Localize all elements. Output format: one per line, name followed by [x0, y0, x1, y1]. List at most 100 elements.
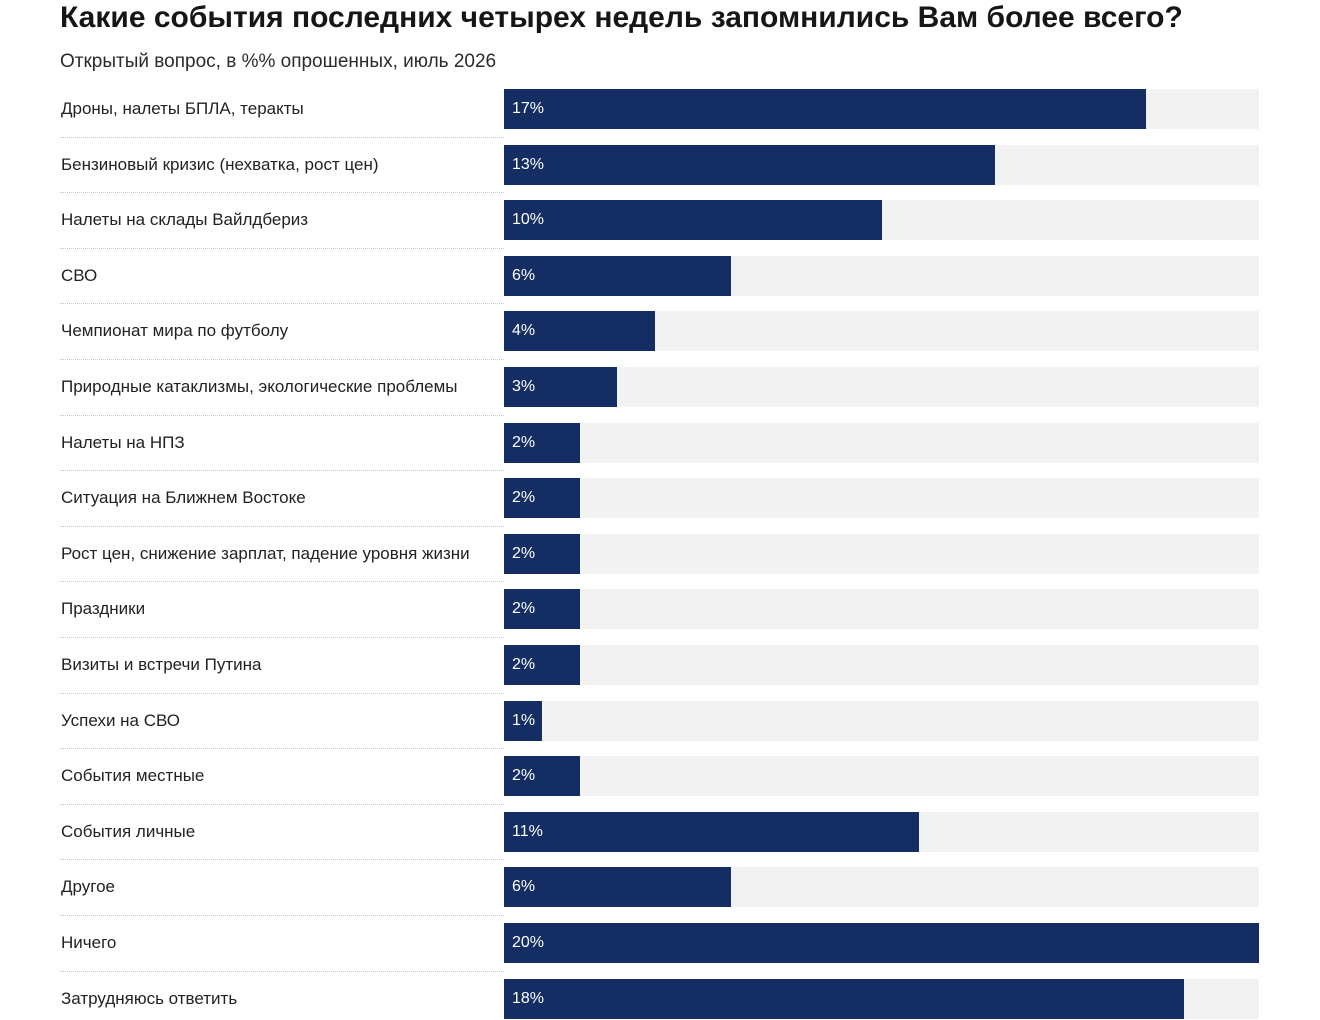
- row-separator: [60, 915, 504, 916]
- bar: [504, 756, 580, 797]
- row-separator: [60, 859, 504, 861]
- chart-subtitle: Открытый вопрос, в %% опрошенных, июль 2…: [60, 51, 497, 72]
- row-separator: [60, 748, 504, 750]
- category-label: Другое: [61, 877, 116, 897]
- bar-track: 20%: [504, 923, 1259, 963]
- bar: [504, 533, 580, 574]
- bar-track: 6%: [504, 255, 1259, 296]
- bar-row: Ситуация на Ближнем Востоке 2%: [60, 478, 1260, 519]
- bar-row: Природные катаклизмы, экологические проб…: [60, 367, 1260, 407]
- bar: [504, 255, 731, 296]
- category-label: Визиты и встречи Путина: [61, 655, 262, 674]
- bar-track: 2%: [504, 422, 1259, 463]
- value-label: 2%: [512, 489, 536, 507]
- bar-track: 11%: [504, 811, 1259, 852]
- bar-row: СВО 6%: [60, 255, 1260, 296]
- row-separator: [60, 136, 504, 138]
- value-label: 2%: [512, 433, 536, 451]
- value-label: 11%: [512, 822, 543, 840]
- category-label: Дроны, налеты БПЛА, теракты: [61, 99, 304, 118]
- bar-row: События местные 2%: [60, 756, 1260, 797]
- bar: [504, 978, 1184, 1019]
- bar-row: Налеты на склады Вайлдбериз 10%: [60, 200, 1260, 241]
- bar-row: Успехи на СВО 1%: [60, 700, 1260, 741]
- category-label: Налеты на склады Вайлдбериз: [61, 210, 309, 230]
- category-label: Праздники: [61, 599, 146, 619]
- category-label: Успехи на СВО: [61, 710, 181, 730]
- bar-row: Другое 6%: [60, 867, 1260, 908]
- row-separator: [60, 359, 504, 360]
- row-separator: [60, 525, 504, 527]
- bar-track: 17%: [504, 89, 1259, 129]
- bar-track: 13%: [504, 144, 1259, 185]
- value-label: 1%: [512, 711, 536, 729]
- bar: [504, 367, 617, 407]
- row-separator: [60, 692, 504, 694]
- value-label: 2%: [512, 600, 536, 618]
- bar: [504, 645, 580, 685]
- value-label: 20%: [512, 934, 545, 951]
- bar-track: 18%: [504, 978, 1259, 1019]
- bar-track: 1%: [504, 700, 1259, 741]
- value-label: 18%: [512, 989, 545, 1007]
- value-label: 2%: [512, 656, 536, 673]
- bar-row: Праздники 2%: [60, 589, 1260, 630]
- row-separator: [60, 414, 504, 416]
- bar-track: 2%: [504, 533, 1259, 574]
- bar-row: Затрудняюсь ответить 18%: [60, 978, 1260, 1019]
- value-label: 17%: [512, 100, 545, 117]
- chart-title: Какие события последних четырех недель з…: [60, 1, 1183, 34]
- bar-track: 10%: [504, 200, 1259, 241]
- value-label: 3%: [512, 378, 536, 395]
- category-label: Чемпионат мира по футболу: [61, 321, 289, 341]
- category-label: Ничего: [61, 933, 117, 952]
- bar-row: Бензиновый кризис (нехватка, рост цен) 13…: [60, 144, 1260, 185]
- bar-track: 6%: [504, 867, 1259, 908]
- bar-row: Дроны, налеты БПЛА, теракты 17%: [60, 89, 1260, 129]
- bar-row: Налеты на НПЗ 2%: [60, 422, 1260, 463]
- category-label: События местные: [61, 766, 205, 786]
- bar: [504, 923, 1259, 963]
- category-label: СВО: [61, 265, 98, 285]
- category-label: Рост цен, снижение зарплат, падение уров…: [61, 543, 470, 563]
- category-label: События личные: [61, 821, 196, 841]
- value-label: 2%: [512, 767, 536, 785]
- value-label: 6%: [512, 266, 536, 284]
- bar-row: События личные 11%: [60, 811, 1260, 852]
- row-separator: [60, 970, 504, 972]
- bar-track: 2%: [504, 589, 1259, 630]
- bar: [504, 589, 580, 630]
- bar: [504, 200, 882, 241]
- row-separator: [60, 192, 504, 194]
- row-separator: [60, 303, 504, 305]
- bar: [504, 144, 995, 185]
- bar: [504, 422, 580, 463]
- bar-row: Чемпионат мира по футболу 4%: [60, 311, 1260, 352]
- bar: [504, 867, 731, 908]
- category-label: Затрудняюсь ответить: [61, 988, 238, 1008]
- bar: [504, 89, 1146, 129]
- bar-row: Визиты и встречи Путина 2%: [60, 645, 1260, 685]
- bar: [504, 311, 655, 352]
- category-label: Налеты на НПЗ: [61, 432, 185, 452]
- bar-row: Рост цен, снижение зарплат, падение уров…: [60, 533, 1260, 574]
- bar-row: Ничего 20%: [60, 923, 1260, 963]
- row-separator: [60, 637, 504, 638]
- row-separator: [60, 581, 504, 583]
- bar: [504, 811, 919, 852]
- row-separator: [60, 247, 504, 249]
- category-label: Бензиновый кризис (нехватка, рост цен): [61, 154, 379, 174]
- bar-track: 3%: [504, 367, 1259, 407]
- value-label: 6%: [512, 878, 536, 896]
- bar-track: 2%: [504, 756, 1259, 797]
- bar-track: 2%: [504, 645, 1259, 685]
- value-label: 4%: [512, 322, 536, 340]
- value-label: 2%: [512, 544, 536, 562]
- bar: [504, 700, 542, 741]
- row-separator: [60, 470, 504, 472]
- value-label: 13%: [512, 155, 545, 173]
- bar-track: 4%: [504, 311, 1259, 352]
- bar-track: 2%: [504, 478, 1259, 519]
- category-label: Природные катаклизмы, экологические проб…: [61, 377, 458, 396]
- value-label: 10%: [512, 211, 545, 229]
